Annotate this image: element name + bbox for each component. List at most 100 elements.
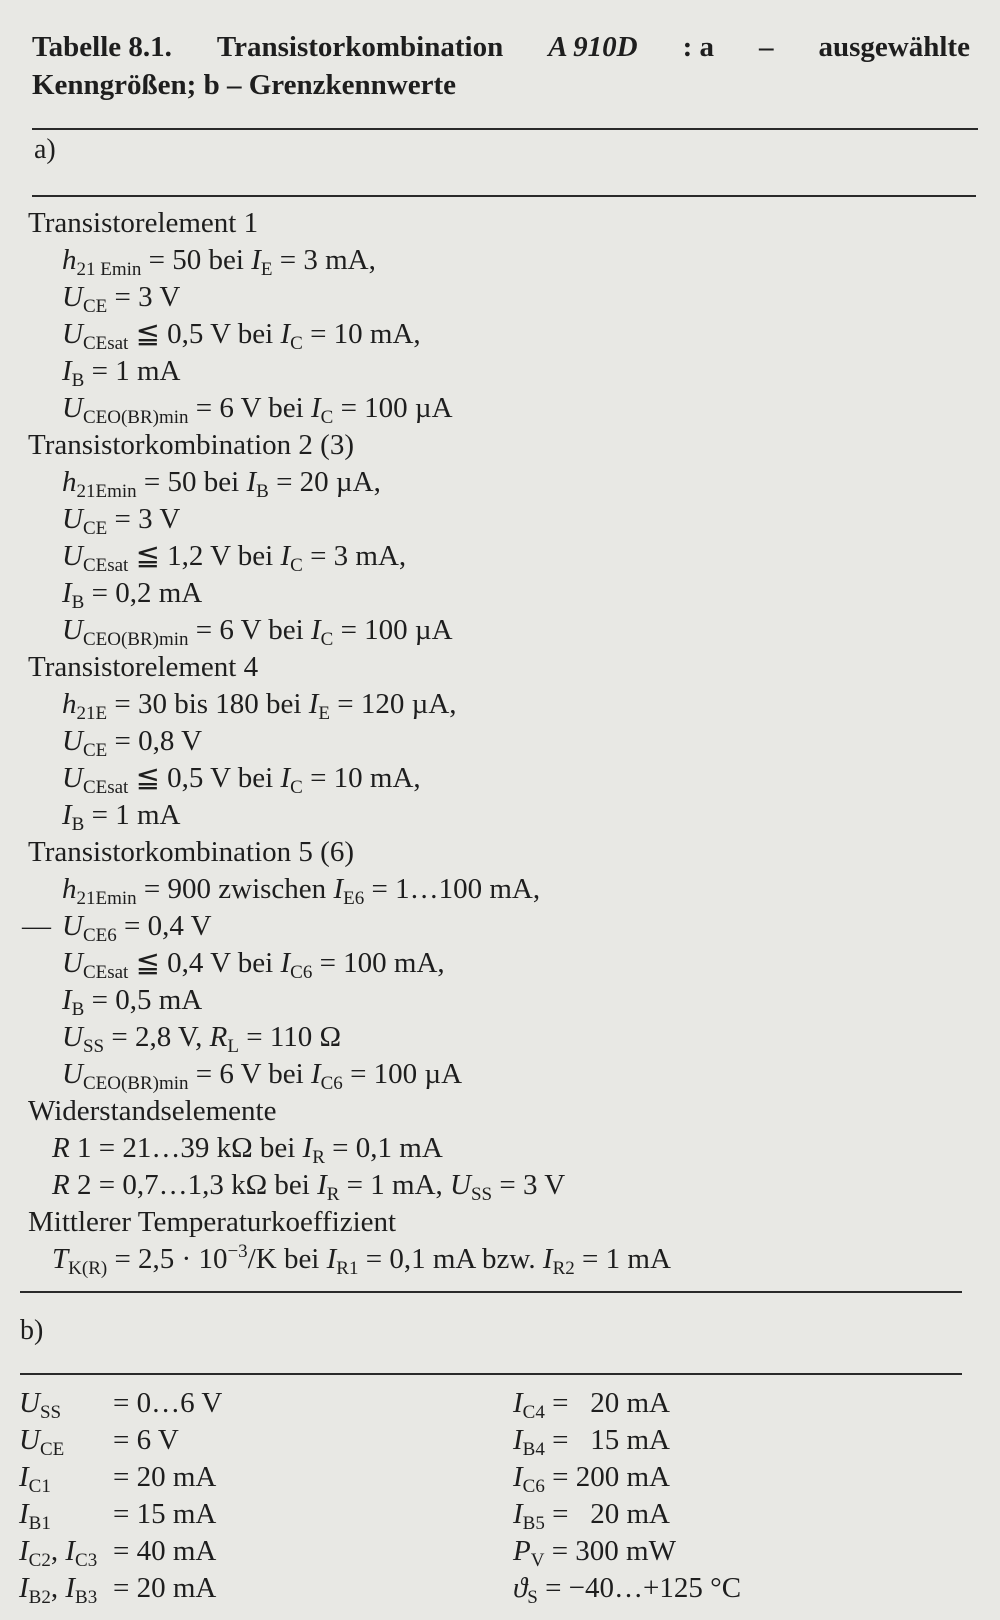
limit-row: IB4 = 15 mA: [513, 1422, 741, 1459]
limit-symbol: IB1: [19, 1496, 113, 1533]
subscript: SS: [82, 1036, 105, 1057]
text: = 1 mA,: [339, 1169, 451, 1201]
text: ≦ 0,5 V bei: [128, 318, 281, 350]
symbol: R: [52, 1169, 70, 1201]
symbol: A 910D: [548, 31, 638, 63]
subscript: B: [71, 370, 85, 391]
symbol: I: [62, 355, 72, 387]
text: = 0,1 mA bzw.: [358, 1243, 543, 1275]
subscript: C6: [290, 962, 313, 983]
group-heading: Transistorelement 1: [0, 205, 1000, 242]
limit-row: USS = 0…6 V: [19, 1385, 222, 1422]
symbol: I: [542, 1243, 553, 1275]
symbol: h: [62, 466, 77, 498]
text: = 3 V: [107, 503, 181, 535]
symbol: I: [280, 762, 291, 794]
symbol: U: [62, 762, 83, 794]
subscript: B2: [28, 1587, 51, 1608]
text: Transistorelement 4: [28, 651, 259, 683]
group-heading: Mittlerer Temperaturkoeffizient: [0, 1204, 1000, 1241]
text: /K bei: [247, 1243, 327, 1275]
text: = 0,5 mA: [84, 984, 203, 1016]
text: = 50 bei: [136, 466, 247, 498]
subscript: CEsat: [82, 555, 129, 576]
parameter-line: TK(R) = 2,5 · 10−3/K bei IR1 = 0,1 mA bz…: [0, 1241, 1000, 1278]
limit-row: ϑS = −40…+125 °C: [513, 1570, 741, 1607]
subscript: CE: [82, 740, 108, 761]
symbol: I: [246, 466, 257, 498]
subscript: CEsat: [82, 333, 129, 354]
text: = 900 zwischen: [136, 873, 334, 905]
subscript: E: [260, 259, 273, 280]
text: = 0,8 V: [107, 725, 203, 757]
subscript: C1: [28, 1476, 51, 1497]
symbol: I: [302, 1132, 313, 1164]
limits-left-column: USS = 0…6 V UCE = 6 V IC1 = 20 mA IB1 = 15 mA IC…: [19, 1385, 222, 1607]
parameter-line: UCEO(BR)min = 6 V bei IC6 = 100 µA: [0, 1056, 1000, 1093]
text: ,: [50, 1535, 66, 1567]
symbol: h: [62, 688, 77, 720]
text: = 6 V bei: [188, 614, 311, 646]
limit-row: IB5 = 20 mA: [513, 1496, 741, 1533]
limit-row: IB2, IB3 = 20 mA: [19, 1570, 222, 1607]
text: = 10 mA,: [302, 762, 421, 794]
text: = 10 mA,: [302, 318, 421, 350]
parameter-line: UCEsat ≦ 0,5 V bei IC = 10 mA,: [0, 760, 1000, 797]
text: = 100 mA,: [312, 947, 445, 979]
text: = 6 V bei: [188, 392, 311, 424]
symbol: R: [209, 1021, 228, 1053]
parameter-line: UCE = 3 V: [0, 279, 1000, 316]
text: = 3 mA,: [302, 540, 407, 572]
limit-symbol: IC1: [19, 1459, 113, 1496]
symbol: I: [280, 318, 291, 350]
subscript: C6: [320, 1073, 343, 1094]
limit-symbol: ϑS: [513, 1570, 538, 1607]
text: = 50 bei: [141, 244, 252, 276]
limit-symbol: IB2, IB3: [19, 1570, 113, 1607]
limit-row: IC4 = 20 mA: [513, 1385, 741, 1422]
subscript: B: [71, 592, 85, 613]
text: ≦ 0,5 V bei: [128, 762, 281, 794]
symbol: I: [280, 947, 291, 979]
group-heading: Transistorkombination 5 (6): [0, 834, 1000, 871]
parameter-line: h21 Emin = 50 bei IE = 3 mA,: [0, 242, 1000, 279]
text: = 0,4 V: [116, 910, 212, 942]
text: = 1 mA: [84, 799, 181, 831]
text: Transistorkombination 5 (6): [28, 836, 354, 868]
text: = 30 bis 180 bei: [107, 688, 309, 720]
limit-row: IC2, IC3 = 40 mA: [19, 1533, 222, 1570]
symbol: U: [62, 281, 83, 313]
text: = 2,5 · 10: [107, 1243, 228, 1275]
section-b-label: b): [20, 1315, 44, 1346]
symbol: P: [513, 1535, 531, 1567]
divider: [32, 195, 976, 197]
limit-value: = 20 mA: [544, 1498, 670, 1530]
divider: [20, 1291, 962, 1293]
symbol: ϑ: [513, 1572, 528, 1604]
limits-right-column: IC4 = 20 mA IB4 = 15 mA IC6 = 200 mA IB5 = …: [513, 1385, 741, 1607]
subscript: C: [320, 629, 334, 650]
text: Transistorkombination: [216, 31, 504, 63]
parameter-line: R 1 = 21…39 kΩ bei IR = 0,1 mA: [0, 1130, 1000, 1167]
text: Tabelle 8.1.: [32, 31, 172, 63]
symbol: U: [62, 318, 83, 350]
symbol: T: [52, 1243, 69, 1275]
symbol: I: [19, 1461, 29, 1493]
symbol: I: [62, 577, 72, 609]
symbol: I: [513, 1498, 523, 1530]
symbol: I: [310, 392, 321, 424]
symbol: I: [251, 244, 261, 276]
text: = 110 Ω: [238, 1021, 342, 1053]
parameter-line: UCE = 0,8 V: [0, 723, 1000, 760]
text: = 20 µA,: [268, 466, 381, 498]
text: = 6 V bei: [188, 1058, 311, 1090]
subscript: B1: [28, 1513, 51, 1534]
symbol: I: [19, 1572, 29, 1604]
text: = 3 V: [107, 281, 181, 313]
symbol: h: [62, 873, 77, 905]
limit-value: = 6 V: [113, 1424, 179, 1456]
subscript: R: [312, 1147, 325, 1168]
group-heading: Transistorelement 4: [0, 649, 1000, 686]
subscript: C3: [75, 1550, 98, 1571]
limit-symbol: IB5: [513, 1496, 545, 1533]
